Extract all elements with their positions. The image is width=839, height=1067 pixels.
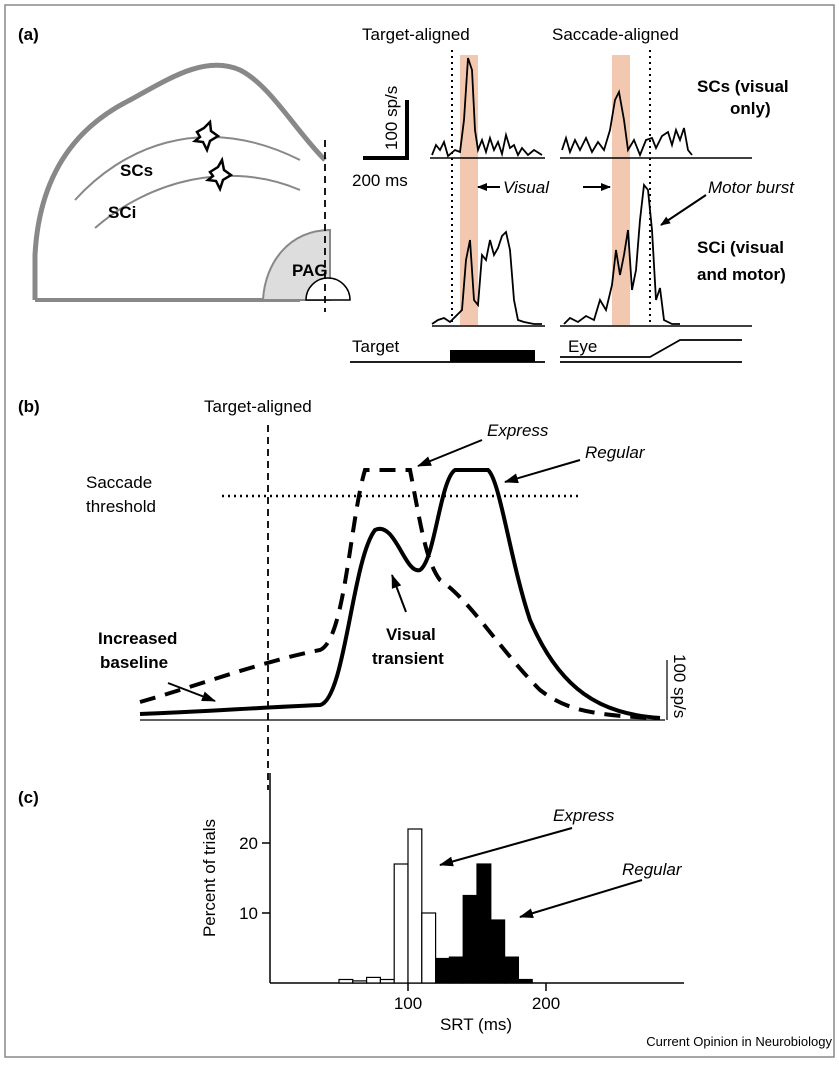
bar [379, 978, 395, 984]
bar [393, 863, 409, 984]
scs-label: SCs [120, 161, 153, 180]
annotation: baseline [100, 653, 168, 672]
bar [435, 957, 451, 984]
annotation: Visual [386, 625, 436, 644]
y-tick-label: 10 [239, 904, 258, 923]
column-title: Saccade-aligned [552, 25, 679, 44]
annotation: Regular [622, 860, 683, 879]
bar [490, 919, 506, 984]
activity-schematic [139, 425, 668, 790]
x-tick-label: 200 [532, 994, 560, 1013]
bar [366, 976, 382, 984]
sci-label: SCi [108, 203, 136, 222]
panel-label: (a) [18, 25, 39, 44]
trace-label: SCi (visual [697, 238, 784, 257]
x-tick-label: 100 [394, 994, 422, 1013]
annotation: Visual [503, 178, 550, 197]
pag-label: PAG [292, 261, 328, 280]
annotation: Target-aligned [204, 397, 312, 416]
panel-label: (b) [18, 397, 40, 416]
annotation: Express [553, 806, 615, 825]
trace-label: only) [730, 99, 771, 118]
column-title: Target-aligned [362, 25, 470, 44]
panel-label: (c) [18, 788, 39, 807]
annotation: threshold [86, 497, 156, 516]
annotation: Express [487, 421, 549, 440]
scale-label: 100 sp/s [382, 86, 401, 150]
bar [352, 980, 368, 984]
recordings [350, 50, 752, 363]
bar [407, 828, 423, 984]
row-label: Eye [568, 337, 597, 356]
bar [338, 978, 354, 984]
annotation: transient [372, 649, 444, 668]
annotation: Regular [585, 443, 646, 462]
bar [517, 978, 533, 984]
frame [4, 4, 835, 1058]
scale-label: 100 sp/s [670, 654, 689, 718]
y-tick-label: 20 [239, 834, 258, 853]
annotation: Saccade [86, 473, 152, 492]
sc-schematic [32, 62, 351, 312]
y-axis-label: Percent of trials [200, 819, 219, 937]
bar [421, 912, 437, 984]
bar [462, 894, 478, 984]
annotation: Increased [98, 629, 177, 648]
row-label: Target [352, 337, 400, 356]
bar [476, 863, 492, 984]
trace-label: and motor) [697, 265, 786, 284]
x-axis-label: SRT (ms) [440, 1015, 512, 1034]
trace-label: SCs (visual [697, 77, 789, 96]
bar [448, 956, 464, 984]
annotation-arrows [439, 827, 643, 919]
footer: Current Opinion in Neurobiology [646, 1034, 832, 1049]
annotation: Motor burst [708, 178, 795, 197]
bar [504, 956, 520, 984]
scale-label: 200 ms [352, 171, 408, 190]
